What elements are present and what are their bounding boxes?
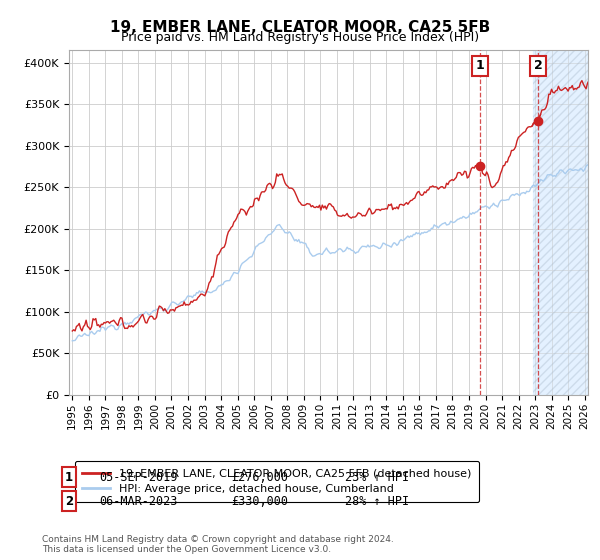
- Text: 1: 1: [65, 470, 73, 484]
- Text: 05-SEP-2019: 05-SEP-2019: [99, 470, 178, 484]
- Bar: [533, 50, 588, 395]
- Text: Contains HM Land Registry data © Crown copyright and database right 2024.
This d: Contains HM Land Registry data © Crown c…: [42, 535, 394, 554]
- Text: £330,000: £330,000: [231, 494, 288, 508]
- Bar: [533, 50, 588, 395]
- Text: 23% ↑ HPI: 23% ↑ HPI: [345, 470, 409, 484]
- Text: 1: 1: [476, 59, 484, 72]
- Legend: 19, EMBER LANE, CLEATOR MOOR, CA25 5FB (detached house), HPI: Average price, det: 19, EMBER LANE, CLEATOR MOOR, CA25 5FB (…: [74, 461, 479, 502]
- Text: 2: 2: [533, 59, 542, 72]
- Text: 06-MAR-2023: 06-MAR-2023: [99, 494, 178, 508]
- Text: 19, EMBER LANE, CLEATOR MOOR, CA25 5FB: 19, EMBER LANE, CLEATOR MOOR, CA25 5FB: [110, 20, 490, 35]
- Text: 2: 2: [65, 494, 73, 508]
- Text: 28% ↑ HPI: 28% ↑ HPI: [345, 494, 409, 508]
- Text: £276,000: £276,000: [231, 470, 288, 484]
- Text: Price paid vs. HM Land Registry's House Price Index (HPI): Price paid vs. HM Land Registry's House …: [121, 31, 479, 44]
